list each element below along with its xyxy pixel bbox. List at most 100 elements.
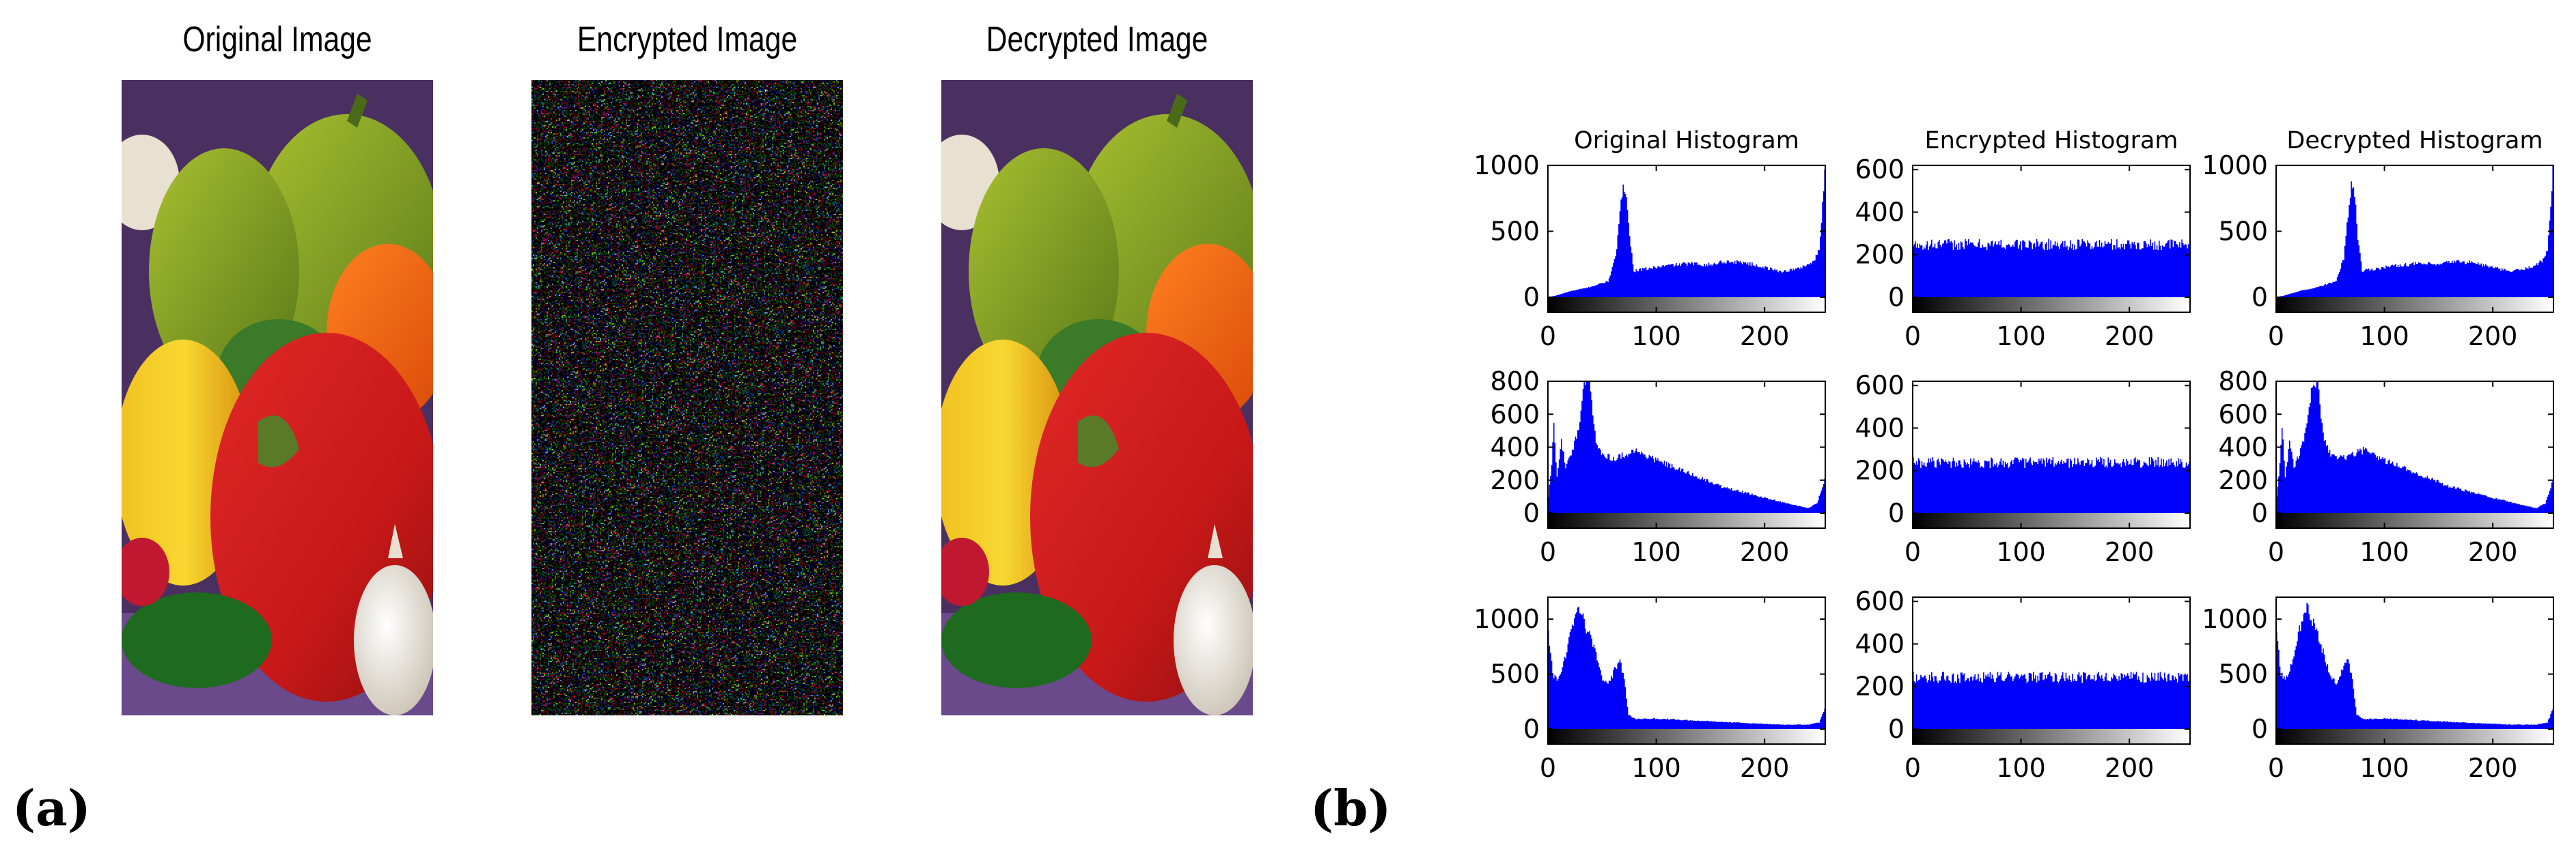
histogram-1-2: Encrypted Histogram 0 200 400 600 0 100 200 bbox=[1855, 127, 2191, 351]
original-image-title: Original Image bbox=[182, 20, 372, 59]
axes-box bbox=[1547, 165, 1826, 313]
y-tick-label: 500 bbox=[1490, 217, 1540, 247]
y-tick-label: 400 bbox=[2218, 432, 2268, 463]
x-tick-label: 0 bbox=[2268, 537, 2284, 567]
y-tick-label: 0 bbox=[1888, 714, 1905, 744]
y-tick-label: 1000 bbox=[1473, 604, 1540, 634]
intensity-colorbar bbox=[1548, 513, 1825, 528]
x-tick-label: 200 bbox=[2105, 753, 2155, 783]
original-image bbox=[122, 80, 433, 715]
y-tick-label: 400 bbox=[1490, 432, 1540, 463]
panel-b-label: (b) bbox=[1310, 779, 1391, 837]
y-tick-label: 0 bbox=[1888, 282, 1905, 312]
y-tick-label: 0 bbox=[2252, 714, 2268, 744]
y-tick-label: 200 bbox=[1855, 456, 1905, 486]
histogram-2-2: 0 200 400 600 0 100 200 bbox=[1855, 370, 2191, 567]
intensity-colorbar bbox=[1913, 297, 2190, 312]
encrypted-image-title: Encrypted Image bbox=[577, 20, 798, 59]
x-tick-label: 100 bbox=[1631, 537, 1681, 567]
y-tick-label: 1000 bbox=[2202, 604, 2268, 634]
axes-box bbox=[1912, 165, 2191, 313]
x-tick-label: 0 bbox=[1905, 753, 1921, 783]
y-tick-label: 600 bbox=[1490, 399, 1540, 429]
panel-a-label: (a) bbox=[12, 779, 91, 837]
histogram-title: Decrypted Histogram bbox=[2286, 127, 2543, 154]
histogram-3-3: 0 500 1000 0 100 200 bbox=[2202, 596, 2554, 783]
histogram-1-3: Decrypted Histogram 0 500 1000 0 100 200 bbox=[2202, 127, 2554, 351]
intensity-colorbar bbox=[2276, 729, 2553, 744]
y-tick-label: 600 bbox=[1855, 586, 1905, 616]
y-tick-label: 800 bbox=[2218, 366, 2268, 396]
histogram-title: Original Histogram bbox=[1574, 127, 1799, 154]
y-tick-label: 0 bbox=[1523, 282, 1540, 312]
y-tick-label: 400 bbox=[1855, 629, 1905, 659]
y-tick-label: 1000 bbox=[2202, 150, 2268, 180]
histogram-bars bbox=[1548, 381, 1825, 513]
x-tick-label: 0 bbox=[1540, 537, 1556, 567]
y-tick-label: 200 bbox=[2218, 465, 2268, 495]
x-tick-label: 0 bbox=[1905, 537, 1921, 567]
y-tick-label: 200 bbox=[1490, 465, 1540, 495]
histogram-title: Encrypted Histogram bbox=[1924, 127, 2178, 154]
intensity-colorbar bbox=[1913, 513, 2190, 528]
x-tick-label: 200 bbox=[2468, 321, 2518, 351]
y-tick-label: 400 bbox=[1855, 197, 1905, 227]
x-tick-label: 0 bbox=[1905, 321, 1921, 351]
histogram-bars bbox=[2276, 381, 2553, 513]
histogram-bars bbox=[1913, 238, 2190, 297]
x-tick-label: 200 bbox=[2468, 537, 2518, 567]
x-tick-label: 200 bbox=[1740, 753, 1790, 783]
intensity-colorbar bbox=[2276, 513, 2553, 528]
y-tick-label: 0 bbox=[2252, 498, 2268, 528]
y-tick-label: 0 bbox=[1523, 498, 1540, 528]
axes-box bbox=[1912, 381, 2191, 529]
x-tick-label: 0 bbox=[2268, 321, 2284, 351]
y-tick-label: 500 bbox=[2218, 659, 2268, 689]
histogram-1-1: Original Histogram 0 500 1000 0 100 200 bbox=[1473, 127, 1826, 351]
intensity-colorbar bbox=[2276, 297, 2553, 312]
x-tick-label: 100 bbox=[2359, 753, 2409, 783]
axes-box bbox=[2275, 165, 2554, 313]
intensity-colorbar bbox=[1913, 729, 2190, 744]
axes-box bbox=[1547, 381, 1826, 529]
y-tick-label: 500 bbox=[2218, 217, 2268, 247]
histogram-bars bbox=[1548, 606, 1825, 729]
y-tick-label: 200 bbox=[1855, 240, 1905, 270]
axes-box bbox=[2275, 596, 2554, 745]
histogram-bars bbox=[2276, 603, 2553, 729]
y-tick-label: 600 bbox=[1855, 154, 1905, 184]
x-tick-label: 200 bbox=[1740, 537, 1790, 567]
x-tick-label: 100 bbox=[1631, 753, 1681, 783]
x-tick-label: 0 bbox=[1540, 321, 1556, 351]
x-tick-label: 100 bbox=[1996, 753, 2046, 783]
y-tick-label: 0 bbox=[1888, 498, 1905, 528]
histogram-3-1: 0 500 1000 0 100 200 bbox=[1473, 596, 1826, 783]
x-tick-label: 100 bbox=[1996, 537, 2046, 567]
intensity-colorbar bbox=[1548, 297, 1825, 312]
axes-box bbox=[1547, 596, 1826, 745]
y-tick-label: 0 bbox=[1523, 714, 1540, 744]
y-tick-label: 1000 bbox=[1473, 150, 1540, 180]
y-tick-label: 200 bbox=[1855, 672, 1905, 702]
y-tick-label: 600 bbox=[2218, 399, 2268, 429]
histogram-bars bbox=[1548, 169, 1825, 297]
encrypted-image bbox=[531, 80, 843, 715]
y-tick-label: 400 bbox=[1855, 413, 1905, 443]
x-tick-label: 200 bbox=[2468, 753, 2518, 783]
decrypted-image bbox=[941, 80, 1253, 715]
histogram-3-2: 0 200 400 600 0 100 200 bbox=[1855, 586, 2191, 783]
axes-box bbox=[2275, 381, 2554, 529]
x-tick-label: 200 bbox=[2105, 321, 2155, 351]
x-tick-label: 200 bbox=[2105, 537, 2155, 567]
histogram-bars bbox=[1913, 456, 2190, 513]
x-tick-label: 0 bbox=[2268, 753, 2284, 783]
y-tick-label: 800 bbox=[1490, 366, 1540, 396]
x-tick-label: 0 bbox=[1540, 753, 1556, 783]
x-tick-label: 100 bbox=[2359, 537, 2409, 567]
histogram-bars bbox=[2276, 165, 2553, 297]
x-tick-label: 200 bbox=[1740, 321, 1790, 351]
x-tick-label: 100 bbox=[1631, 321, 1681, 351]
